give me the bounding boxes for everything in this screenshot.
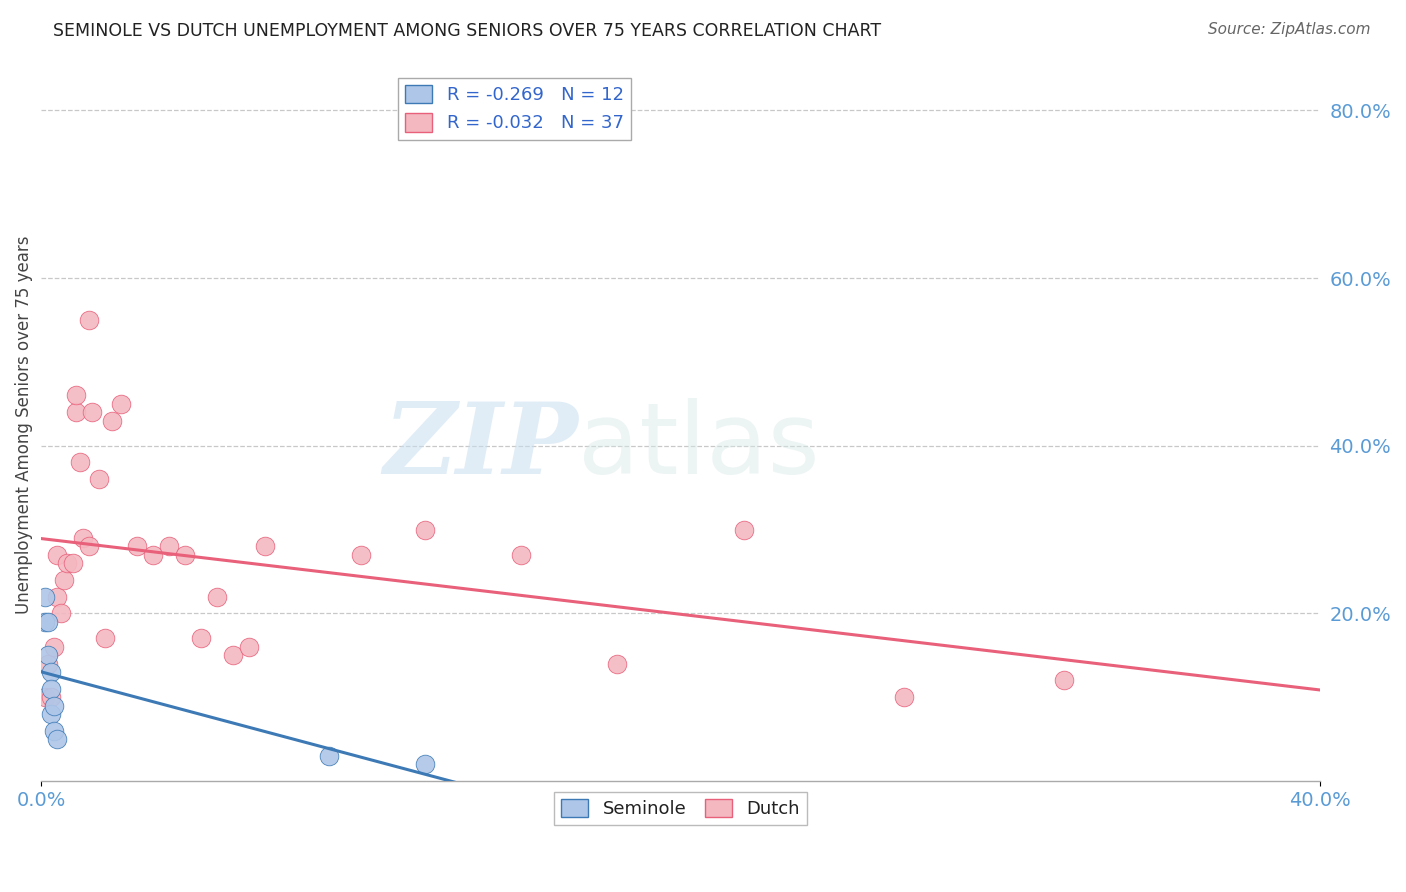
Point [34, 615, 56, 629]
Point [893, 690, 915, 705]
Point [733, 523, 755, 537]
Point [39, 706, 62, 721]
Point [509, 548, 531, 562]
Point [49, 607, 72, 621]
Point [77, 313, 100, 327]
Point [77, 539, 100, 553]
Point [94, 632, 117, 646]
Point [56, 556, 79, 570]
Point [413, 757, 436, 772]
Point [65, 388, 87, 402]
Text: ZIP: ZIP [384, 398, 578, 494]
Point [34, 590, 56, 604]
Point [42, 723, 65, 738]
Point [39, 681, 62, 696]
Point [42, 698, 65, 713]
Legend: Seminole, Dutch: Seminole, Dutch [554, 791, 807, 825]
Point [52, 573, 75, 587]
Point [37, 615, 59, 629]
Point [605, 657, 627, 671]
Point [42, 640, 65, 654]
Text: SEMINOLE VS DUTCH UNEMPLOYMENT AMONG SENIORS OVER 75 YEARS CORRELATION CHART: SEMINOLE VS DUTCH UNEMPLOYMENT AMONG SEN… [53, 22, 882, 40]
Y-axis label: Unemployment Among Seniors over 75 years: Unemployment Among Seniors over 75 years [15, 235, 32, 614]
Point [413, 523, 436, 537]
Point [205, 590, 228, 604]
Point [46, 590, 69, 604]
Point [39, 665, 62, 679]
Point [37, 648, 59, 663]
Point [190, 632, 212, 646]
Point [100, 413, 122, 427]
Point [69, 455, 91, 469]
Point [127, 539, 149, 553]
Point [82, 405, 104, 419]
Point [34, 690, 56, 705]
Point [318, 748, 340, 763]
Point [37, 657, 59, 671]
Point [1053, 673, 1076, 688]
Point [174, 548, 197, 562]
Point [62, 556, 84, 570]
Text: Source: ZipAtlas.com: Source: ZipAtlas.com [1208, 22, 1371, 37]
Point [72, 531, 94, 545]
Point [142, 548, 165, 562]
Point [65, 405, 87, 419]
Point [110, 397, 132, 411]
Point [350, 548, 373, 562]
Point [46, 548, 69, 562]
Point [222, 648, 245, 663]
Point [238, 640, 260, 654]
Point [157, 539, 180, 553]
Text: atlas: atlas [578, 398, 820, 495]
Point [46, 732, 69, 747]
Point [253, 539, 276, 553]
Point [39, 690, 62, 705]
Point [87, 472, 110, 486]
